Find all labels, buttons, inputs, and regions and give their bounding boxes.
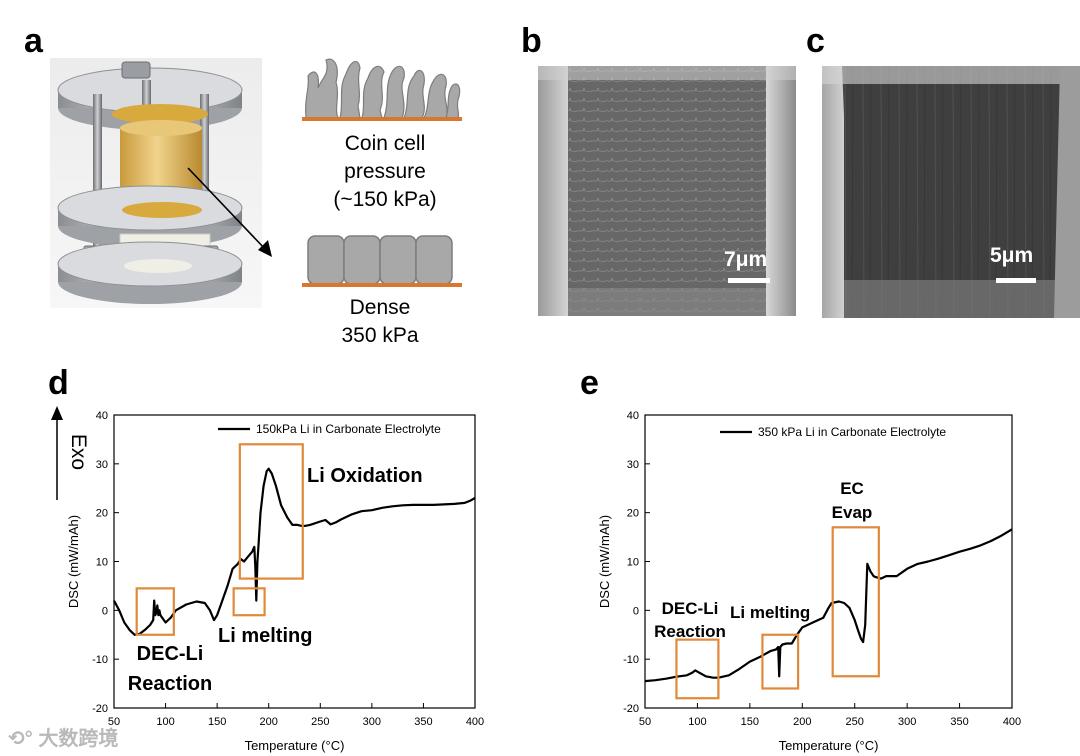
x-tick-label: 100 [688, 716, 706, 728]
dendrite [383, 65, 405, 119]
y-axis-label: DSC (mW/mAh) [66, 515, 81, 608]
annotation-label: DEC-Li [137, 643, 204, 665]
legend-label: 350 kPa Li in Carbonate Electrolyte [758, 425, 946, 439]
scale-bar-label: 7μm [724, 248, 768, 271]
dendrite [361, 65, 385, 119]
panel-letter-e: e [580, 364, 599, 402]
dendrite [304, 58, 339, 119]
coin-cell-caption: Coin cell pressure (~150 kPa) [290, 130, 480, 214]
electrode-line [302, 117, 462, 121]
x-tick-label: 100 [156, 716, 174, 728]
x-tick-label: 250 [311, 716, 329, 728]
annotation-label: Li Oxidation [307, 465, 423, 487]
y-tick-label: 30 [627, 459, 639, 471]
chart-d: 50 100 150 200 250 300 350 400 -20 -10 0 10 20 30 40 Te… [66, 410, 484, 753]
y-tick-label: -10 [623, 654, 639, 666]
x-tick-label: 200 [793, 716, 811, 728]
scale-bar [996, 278, 1036, 283]
scale-bar [728, 278, 770, 283]
y-tick-label: 40 [96, 410, 108, 422]
threaded-rod [200, 94, 209, 274]
y-tick-label: 20 [96, 508, 108, 520]
threaded-rod [93, 94, 102, 274]
x-tick-label: 150 [741, 716, 759, 728]
caption-line: (~150 kPa) [333, 188, 437, 211]
x-tick-label: 350 [414, 716, 432, 728]
exo-label: Exo [67, 434, 90, 470]
annotation-box [675, 638, 720, 700]
y-tick-label: 10 [627, 557, 639, 569]
watermark: ⟲° 大数跨境 [8, 722, 118, 751]
y-tick-label: -20 [623, 703, 639, 715]
y-axis-label: DSC (mW/mAh) [597, 515, 612, 608]
annotation-label: DEC-Li [662, 599, 719, 618]
y-tick-label: 0 [633, 605, 639, 617]
x-tick-label: 400 [1003, 716, 1021, 728]
x-axis-label: Temperature (°C) [245, 738, 345, 753]
annotation-box [238, 443, 304, 580]
annotation-label: Reaction [128, 673, 212, 695]
electrode-line [302, 283, 462, 287]
caption-line: Coin cell [344, 132, 426, 155]
dense-caption: Dense 350 kPa [290, 294, 470, 350]
dendrite [423, 73, 448, 119]
y-tick-label: 20 [627, 508, 639, 520]
x-tick-label: 150 [208, 716, 226, 728]
annotation-label: Li melting [218, 625, 312, 647]
panel-letter-d: d [48, 364, 69, 402]
panel-letter-a: a [24, 22, 43, 60]
y-tick-label: 10 [96, 557, 108, 569]
caption-line: pressure [344, 160, 426, 183]
bolt-head [121, 61, 151, 79]
panel-letter-c: c [806, 22, 825, 60]
y-tick-label: 0 [102, 605, 108, 617]
annotation-box [831, 526, 880, 678]
caption-line: 350 kPa [341, 324, 419, 347]
annotation-box [232, 587, 266, 617]
dendrite [339, 60, 361, 119]
watermark-logo-icon: ⟲° [8, 728, 33, 750]
y-tick-label: -20 [92, 703, 108, 715]
series-line [644, 528, 1013, 683]
pressure-cell-render [50, 58, 262, 308]
sem-image-b: 7μm [538, 66, 796, 316]
x-tick-label: 50 [108, 716, 120, 728]
panel-letter-b: b [521, 22, 542, 60]
annotation-label: Li melting [730, 603, 810, 622]
x-tick-label: 250 [846, 716, 864, 728]
annotation-label: Reaction [654, 622, 726, 641]
x-tick-label: 200 [260, 716, 278, 728]
plot-frame [644, 414, 1013, 709]
x-axis-label: Temperature (°C) [779, 738, 879, 753]
y-tick-label: -10 [92, 654, 108, 666]
x-tick-label: 50 [639, 716, 651, 728]
dendrite [445, 83, 461, 119]
annotation-box [135, 587, 175, 636]
x-tick-label: 400 [466, 716, 484, 728]
chart-e: 50 100 150 200 250 300 350 400 -20 -10 0 10 20 30 40 Te… [597, 410, 1021, 753]
dendritic-lithium-schematic [302, 58, 462, 121]
caption-line: Dense [349, 296, 411, 319]
x-tick-label: 300 [898, 716, 916, 728]
dense-lithium-schematic [302, 235, 462, 287]
dendrite [403, 69, 425, 119]
annotation-box [761, 633, 800, 690]
exo-arrow-head [51, 406, 63, 420]
y-tick-label: 40 [627, 410, 639, 422]
legend-label: 150kPa Li in Carbonate Electrolyte [256, 422, 441, 436]
pressing-arrow [187, 167, 272, 257]
watermark-text: 大数跨境 [38, 728, 119, 750]
annotation-label: Evap [832, 503, 873, 522]
sem-image-c: 5μm [822, 66, 1080, 318]
series-line [113, 467, 476, 636]
top-washer [112, 104, 208, 124]
y-tick-label: 30 [96, 459, 108, 471]
x-tick-label: 300 [363, 716, 381, 728]
annotation-label: EC [840, 479, 864, 498]
scale-bar-label: 5μm [990, 244, 1034, 267]
x-tick-label: 350 [950, 716, 968, 728]
